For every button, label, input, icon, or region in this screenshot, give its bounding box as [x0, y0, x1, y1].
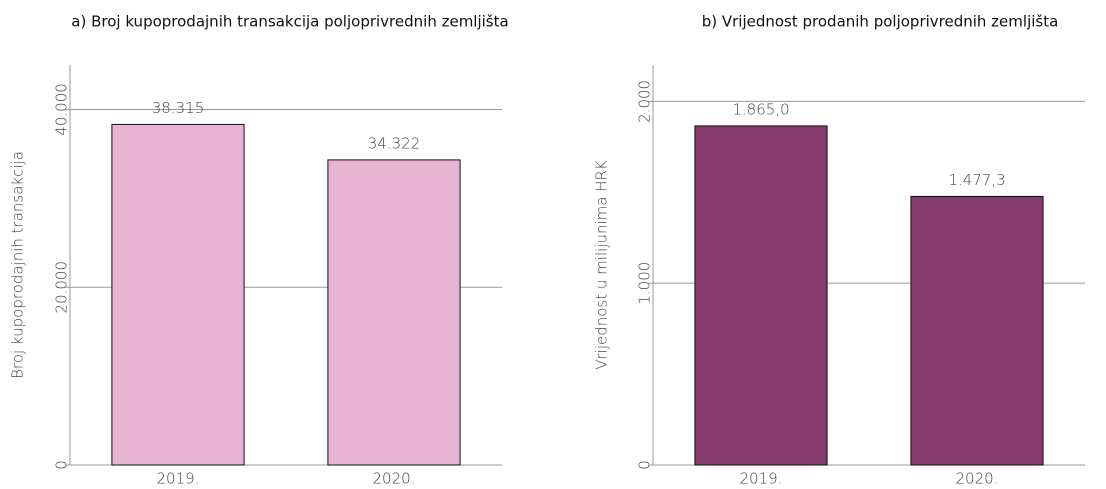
- data-label: 1.477,3: [948, 171, 1005, 189]
- y-axis-label: Broj kupoprodajnih transakcija: [9, 151, 27, 379]
- y-tick-label: 20.000: [53, 261, 71, 314]
- x-tick-label: 2019.: [740, 470, 783, 488]
- bar: [111, 123, 245, 466]
- y-tick-label: 2.000: [636, 80, 654, 123]
- x-tick-label: 2019.: [157, 470, 200, 488]
- y-axis-label: Vrijednost u milijunima HRK: [593, 160, 611, 370]
- x-tick-label: 2020.: [373, 470, 416, 488]
- data-label: 38.315: [152, 99, 205, 117]
- bar: [327, 159, 461, 466]
- y-tick-label: 40.000: [53, 83, 71, 136]
- chart-title: b) Vrijednost prodanih poljoprivrednih z…: [702, 13, 1059, 31]
- data-label: 1.865,0: [732, 100, 789, 118]
- y-tick-label: 1.000: [636, 262, 654, 305]
- y-tick-label: 0: [636, 460, 654, 470]
- chart-title: a) Broj kupoprodajnih transakcija poljop…: [71, 13, 508, 31]
- data-label: 34.322: [368, 134, 421, 152]
- x-tick-label: 2020.: [956, 470, 999, 488]
- bar: [694, 125, 828, 466]
- bar: [910, 195, 1044, 466]
- y-tick-label: 0: [53, 460, 71, 470]
